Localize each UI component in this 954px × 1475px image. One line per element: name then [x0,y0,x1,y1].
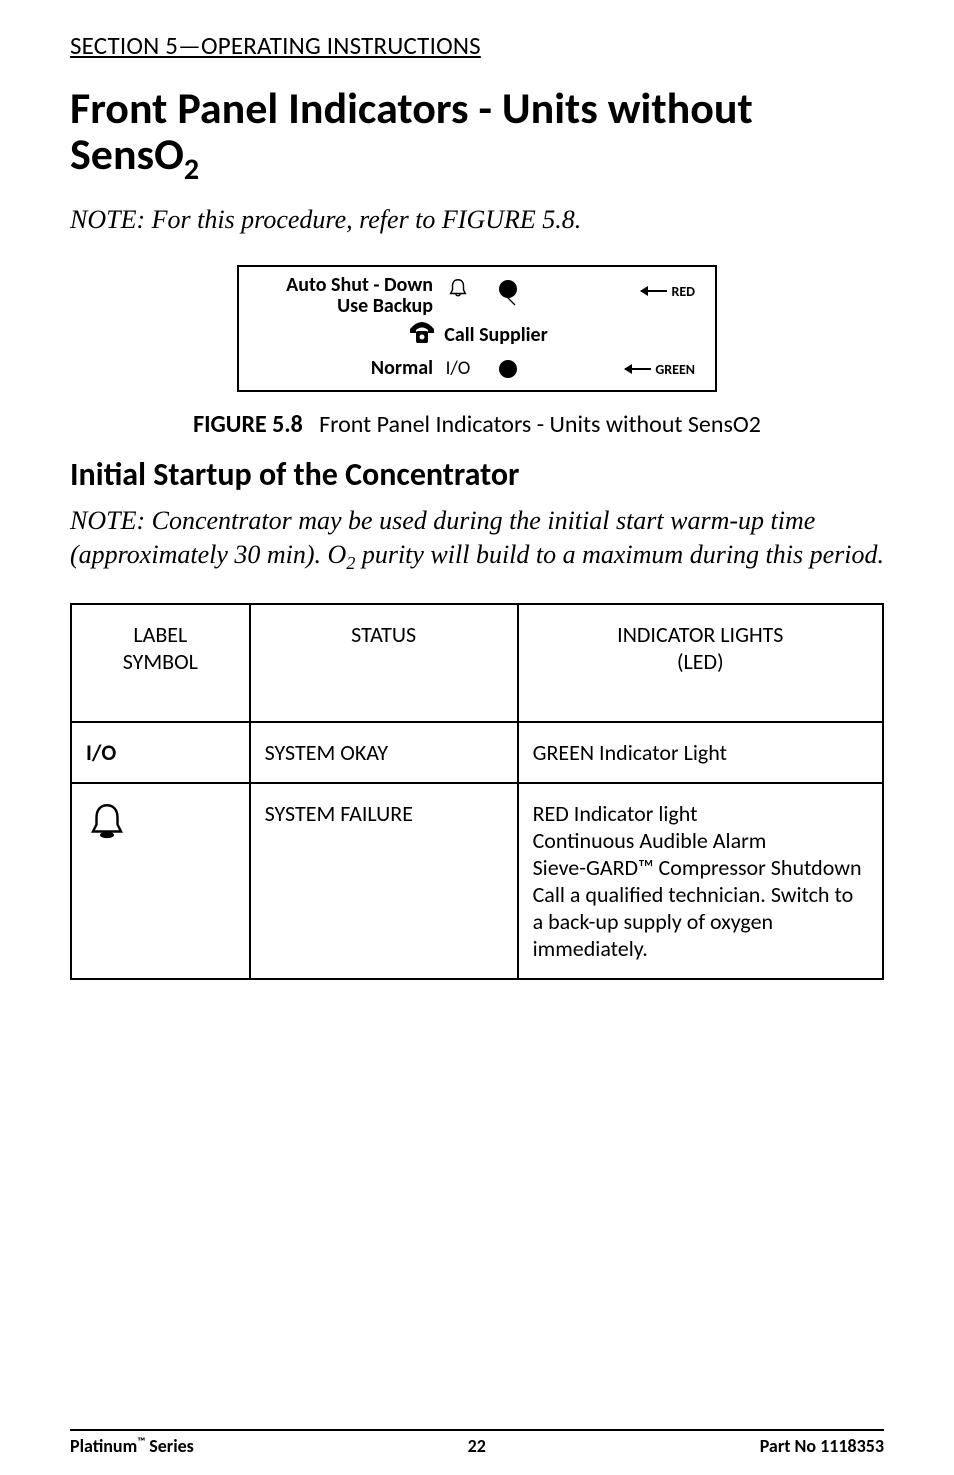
title-sub: 2 [184,151,199,188]
figure-panel: Auto Shut - Down Use Backup RED C [237,265,717,392]
subheading: Initial Startup of the Concentrator [70,455,884,494]
figure-number: FIGURE 5.8 [193,410,303,439]
note-2: NOTE: Concentrator may be used during th… [70,504,884,574]
arrow-green-icon [625,368,651,370]
cell-red-l1: RED Indicator light [533,800,698,827]
fig-autoshut-l2: Use Backup [337,294,433,318]
note2-post: purity will build to a maximum during th… [355,540,884,569]
th-indicator-l1: INDICATOR LIGHTS [617,621,783,648]
figure-caption: FIGURE 5.8 Front Panel Indicators - Unit… [70,410,884,439]
title-line2-prefix: SensO [70,127,184,181]
footer-series: Series [145,1435,194,1457]
fig-io-label: I/O [446,357,471,380]
figure-caption-text: Front Panel Indicators - Units without S… [319,410,761,439]
cell-indicator-green: GREEN Indicator Light [518,722,883,783]
footer-part-no: Part No 1118353 [760,1435,884,1457]
th-indicator-l2: (LED) [677,648,724,675]
fig-normal-label: Normal [371,356,433,380]
footer-left: Platinum™ Series [70,1435,194,1457]
phone-icon [406,319,438,351]
th-status: STATUS [250,604,518,722]
cell-indicator-red: RED Indicator light Continuous Audible A… [518,783,883,979]
note-1: NOTE: For this procedure, refer to FIGUR… [70,203,884,237]
fig-autoshut-label: Auto Shut - Down Use Backup [253,275,433,317]
note2-sub: 2 [346,553,355,573]
indicator-table: LABEL SYMBOL STATUS INDICATOR LIGHTS (LE… [70,603,884,980]
fig-red-text: RED [671,283,695,300]
green-led-icon [499,360,517,378]
table-header-row: LABEL SYMBOL STATUS INDICATOR LIGHTS (LE… [71,604,883,722]
cell-status-ok: SYSTEM OKAY [250,722,518,783]
page-title: Front Panel Indicators - Units without S… [70,85,884,185]
cell-bell-symbol [71,783,250,979]
bell-icon [447,277,469,304]
th-symbol: SYMBOL [123,648,198,675]
cell-status-fail: SYSTEM FAILURE [250,783,518,979]
trademark-icon: ™ [137,1435,145,1448]
call-supplier-text: Call Supplier [444,323,547,347]
arrow-red-icon [641,290,667,292]
led-pointer-line [487,277,517,307]
cell-io-symbol: I/O [71,722,250,783]
call-supplier-label: Call Supplier [406,319,547,351]
section-header: SECTION 5—OPERATING INSTRUCTIONS [70,30,884,61]
footer-product: Platinum [70,1435,137,1457]
th-label: LABEL [133,621,187,648]
footer-page-number: 22 [468,1435,486,1457]
page-footer: Platinum™ Series 22 Part No 1118353 [70,1429,884,1457]
cell-red-l4: Call a qualified technician. Switch to a… [533,881,854,962]
table-row: SYSTEM FAILURE RED Indicator light Conti… [71,783,883,979]
cell-red-l2: Continuous Audible Alarm [533,827,767,854]
th-label-symbol: LABEL SYMBOL [71,604,250,722]
table-row: I/O SYSTEM OKAY GREEN Indicator Light [71,722,883,783]
fig-green-text: GREEN [655,361,695,378]
bell-icon [86,821,128,848]
th-indicator: INDICATOR LIGHTS (LED) [518,604,883,722]
cell-red-l3: Sieve-GARD™ Compressor Shutdown [533,854,862,881]
